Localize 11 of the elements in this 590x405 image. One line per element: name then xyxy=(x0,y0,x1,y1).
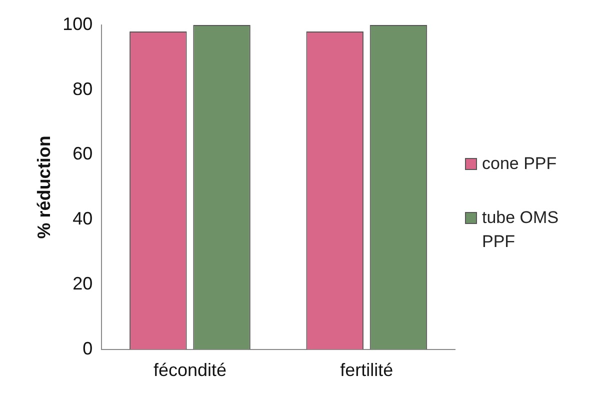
y-tick-label: 80 xyxy=(72,78,93,99)
legend-label: tube OMS PPF xyxy=(482,206,560,252)
y-tick-label: 100 xyxy=(62,14,93,34)
x-tick-label: fertilité xyxy=(340,360,394,380)
legend-label: cone PPF xyxy=(482,152,557,174)
x-tick-label: fécondité xyxy=(153,360,227,380)
y-tick-label: 40 xyxy=(72,208,93,229)
y-tick-label: 20 xyxy=(72,273,93,294)
y-axis-title: % réduction xyxy=(34,136,54,239)
y-tick-label: 60 xyxy=(72,144,93,164)
y-tick-label: 0 xyxy=(82,338,93,358)
